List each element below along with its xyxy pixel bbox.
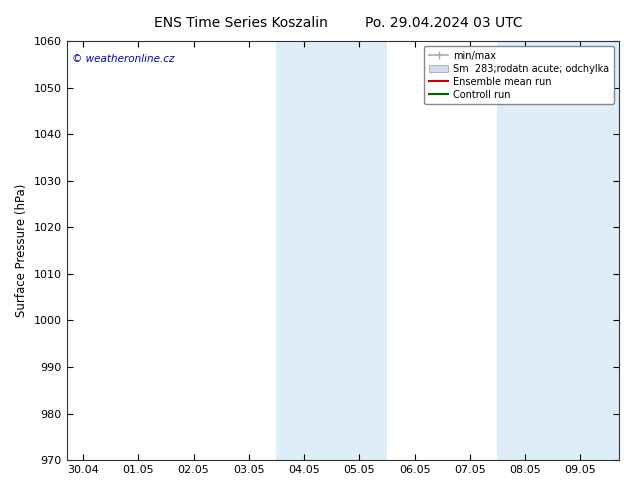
- Text: ENS Time Series Koszalin: ENS Time Series Koszalin: [154, 16, 328, 30]
- Bar: [332, 41, 387, 460]
- Bar: [276, 41, 332, 460]
- Y-axis label: Surface Pressure (hPa): Surface Pressure (hPa): [15, 184, 28, 318]
- Text: Po. 29.04.2024 03 UTC: Po. 29.04.2024 03 UTC: [365, 16, 522, 30]
- Bar: [498, 41, 619, 460]
- Text: © weatheronline.cz: © weatheronline.cz: [72, 53, 174, 64]
- Legend: min/max, Sm  283;rodatn acute; odchylka, Ensemble mean run, Controll run: min/max, Sm 283;rodatn acute; odchylka, …: [424, 46, 614, 104]
